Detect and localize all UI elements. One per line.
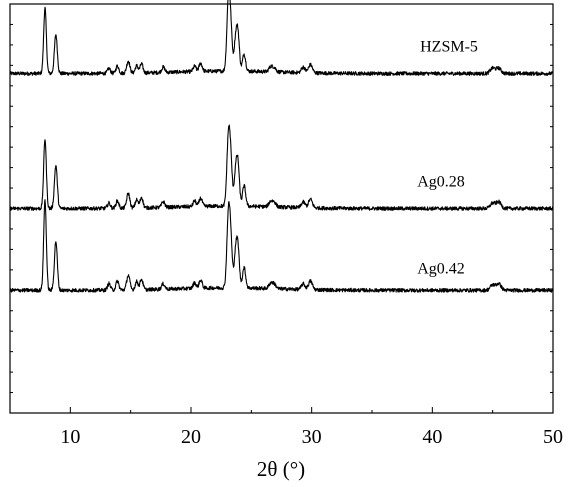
series-labels: HZSM-5 Ag0.28 Ag0.42 <box>417 39 478 278</box>
x-axis-title: 2θ (°) <box>257 457 305 481</box>
x-axis-ticks: 10 20 30 40 50 <box>9 407 563 448</box>
series-line-hzsm-5 <box>9 0 554 76</box>
x-tick-label-40: 40 <box>422 426 442 448</box>
series-label-ag0-28: Ag0.28 <box>417 174 465 191</box>
series-line-ag0-42 <box>9 199 554 293</box>
series-traces <box>9 0 554 293</box>
series-line-ag0-28 <box>9 124 554 211</box>
x-tick-label-50: 50 <box>543 426 563 448</box>
x-tick-label-20: 20 <box>181 426 201 448</box>
x-tick-label-10: 10 <box>60 426 80 448</box>
series-label-hzsm-5: HZSM-5 <box>420 39 478 56</box>
series-label-ag0-42: Ag0.42 <box>417 260 465 277</box>
x-tick-label-30: 30 <box>302 426 322 448</box>
